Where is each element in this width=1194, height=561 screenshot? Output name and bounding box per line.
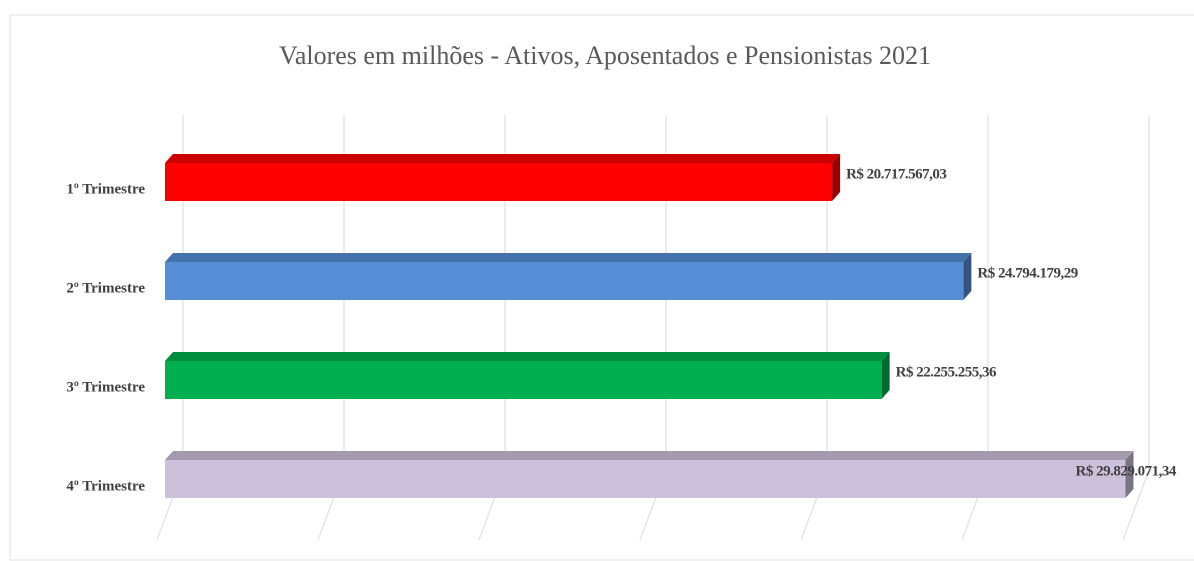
data-label: R$ 29.829.071,34 — [1075, 463, 1176, 479]
bar-side — [1125, 451, 1134, 498]
y-tick-label: 3º Trimestre — [66, 379, 145, 395]
bar-top — [165, 154, 841, 163]
floor-grid-line — [1122, 469, 1150, 541]
bar — [165, 262, 964, 300]
bar — [165, 460, 1126, 498]
y-tick-label: 1º Trimestre — [66, 181, 145, 197]
y-tick-label: 2º Trimestre — [66, 280, 145, 296]
bar — [165, 361, 882, 399]
bar-top — [165, 451, 1134, 460]
bar-top — [165, 253, 972, 262]
chart-title: Valores em milhões - Ativos, Aposentados… — [279, 41, 931, 70]
bar-side — [832, 154, 841, 201]
data-label: R$ 24.794.179,29 — [977, 265, 1077, 281]
bar-side — [881, 352, 890, 399]
bar-side — [963, 253, 972, 300]
bar — [165, 163, 833, 201]
data-label: R$ 20.717.567,03 — [846, 166, 946, 182]
data-label: R$ 22.255.255,36 — [896, 364, 997, 380]
y-tick-label: 4º Trimestre — [66, 478, 145, 494]
bar-top — [165, 352, 890, 361]
